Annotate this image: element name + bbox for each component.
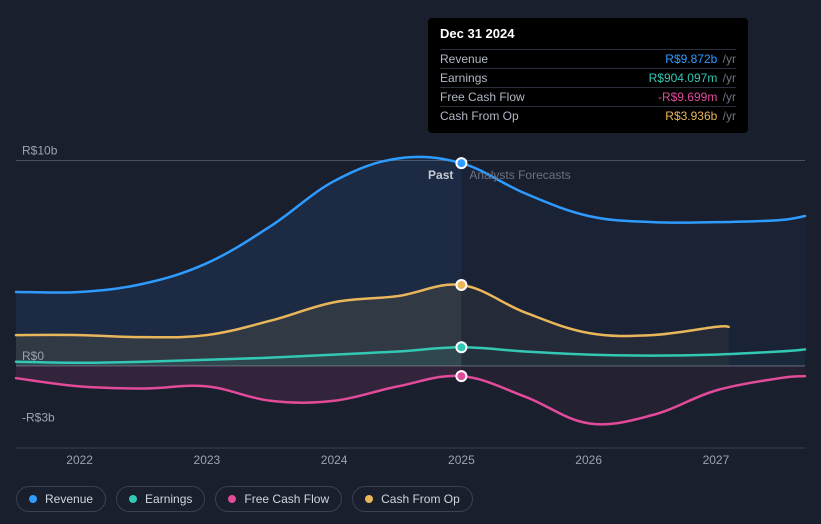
chart-legend: Revenue Earnings Free Cash Flow Cash From O… [16,486,473,512]
x-axis-label: 2026 [575,453,602,467]
forecast-label: Analysts Forecasts [469,168,570,182]
tooltip-row-value: R$3.936b [665,109,717,123]
tooltip-date: Dec 31 2024 [440,26,736,45]
earnings-marker [456,342,466,352]
tooltip-row-label: Earnings [440,71,487,85]
tooltip-row-value: R$9.872b [665,52,717,66]
cash_from_op-marker [456,280,466,290]
legend-item-earnings[interactable]: Earnings [116,486,205,512]
y-axis-label: -R$3b [22,410,55,424]
legend-label: Earnings [145,492,192,506]
x-axis-label: 2025 [448,453,475,467]
tooltip-row-unit: /yr [719,71,736,85]
legend-label: Revenue [45,492,93,506]
legend-label: Free Cash Flow [244,492,329,506]
y-axis-label: R$10b [22,144,58,158]
x-axis-label: 2023 [194,453,221,467]
tooltip-row: Cash From Op R$3.936b /yr [440,106,736,125]
tooltip-row-value: -R$9.699m [658,90,717,104]
tooltip-row-label: Revenue [440,52,488,66]
x-axis-label: 2022 [66,453,93,467]
free_cash_flow-marker [456,371,466,381]
legend-dot-icon [129,495,137,503]
legend-item-cash_from_op[interactable]: Cash From Op [352,486,473,512]
tooltip-row-value: R$904.097m [649,71,718,85]
tooltip-row: Revenue R$9.872b /yr [440,49,736,68]
legend-item-revenue[interactable]: Revenue [16,486,106,512]
legend-label: Cash From Op [381,492,460,506]
x-axis-label: 2024 [321,453,348,467]
tooltip-row-unit: /yr [719,109,736,123]
tooltip-row: Earnings R$904.097m /yr [440,68,736,87]
tooltip-row-label: Free Cash Flow [440,90,525,104]
revenue-marker [456,158,466,168]
tooltip-row-label: Cash From Op [440,109,519,123]
x-axis-label: 2027 [703,453,730,467]
past-label: Past [428,168,453,182]
tooltip-row-unit: /yr [719,52,736,66]
legend-dot-icon [29,495,37,503]
tooltip-row-unit: /yr [719,90,736,104]
legend-dot-icon [365,495,373,503]
financial-chart: -R$3bR$0R$10b202220232024202520262027Pas… [0,0,821,524]
legend-dot-icon [228,495,236,503]
chart-tooltip: Dec 31 2024 Revenue R$9.872b /yr Earnings R… [428,18,748,133]
tooltip-row: Free Cash Flow -R$9.699m /yr [440,87,736,106]
legend-item-free_cash_flow[interactable]: Free Cash Flow [215,486,342,512]
